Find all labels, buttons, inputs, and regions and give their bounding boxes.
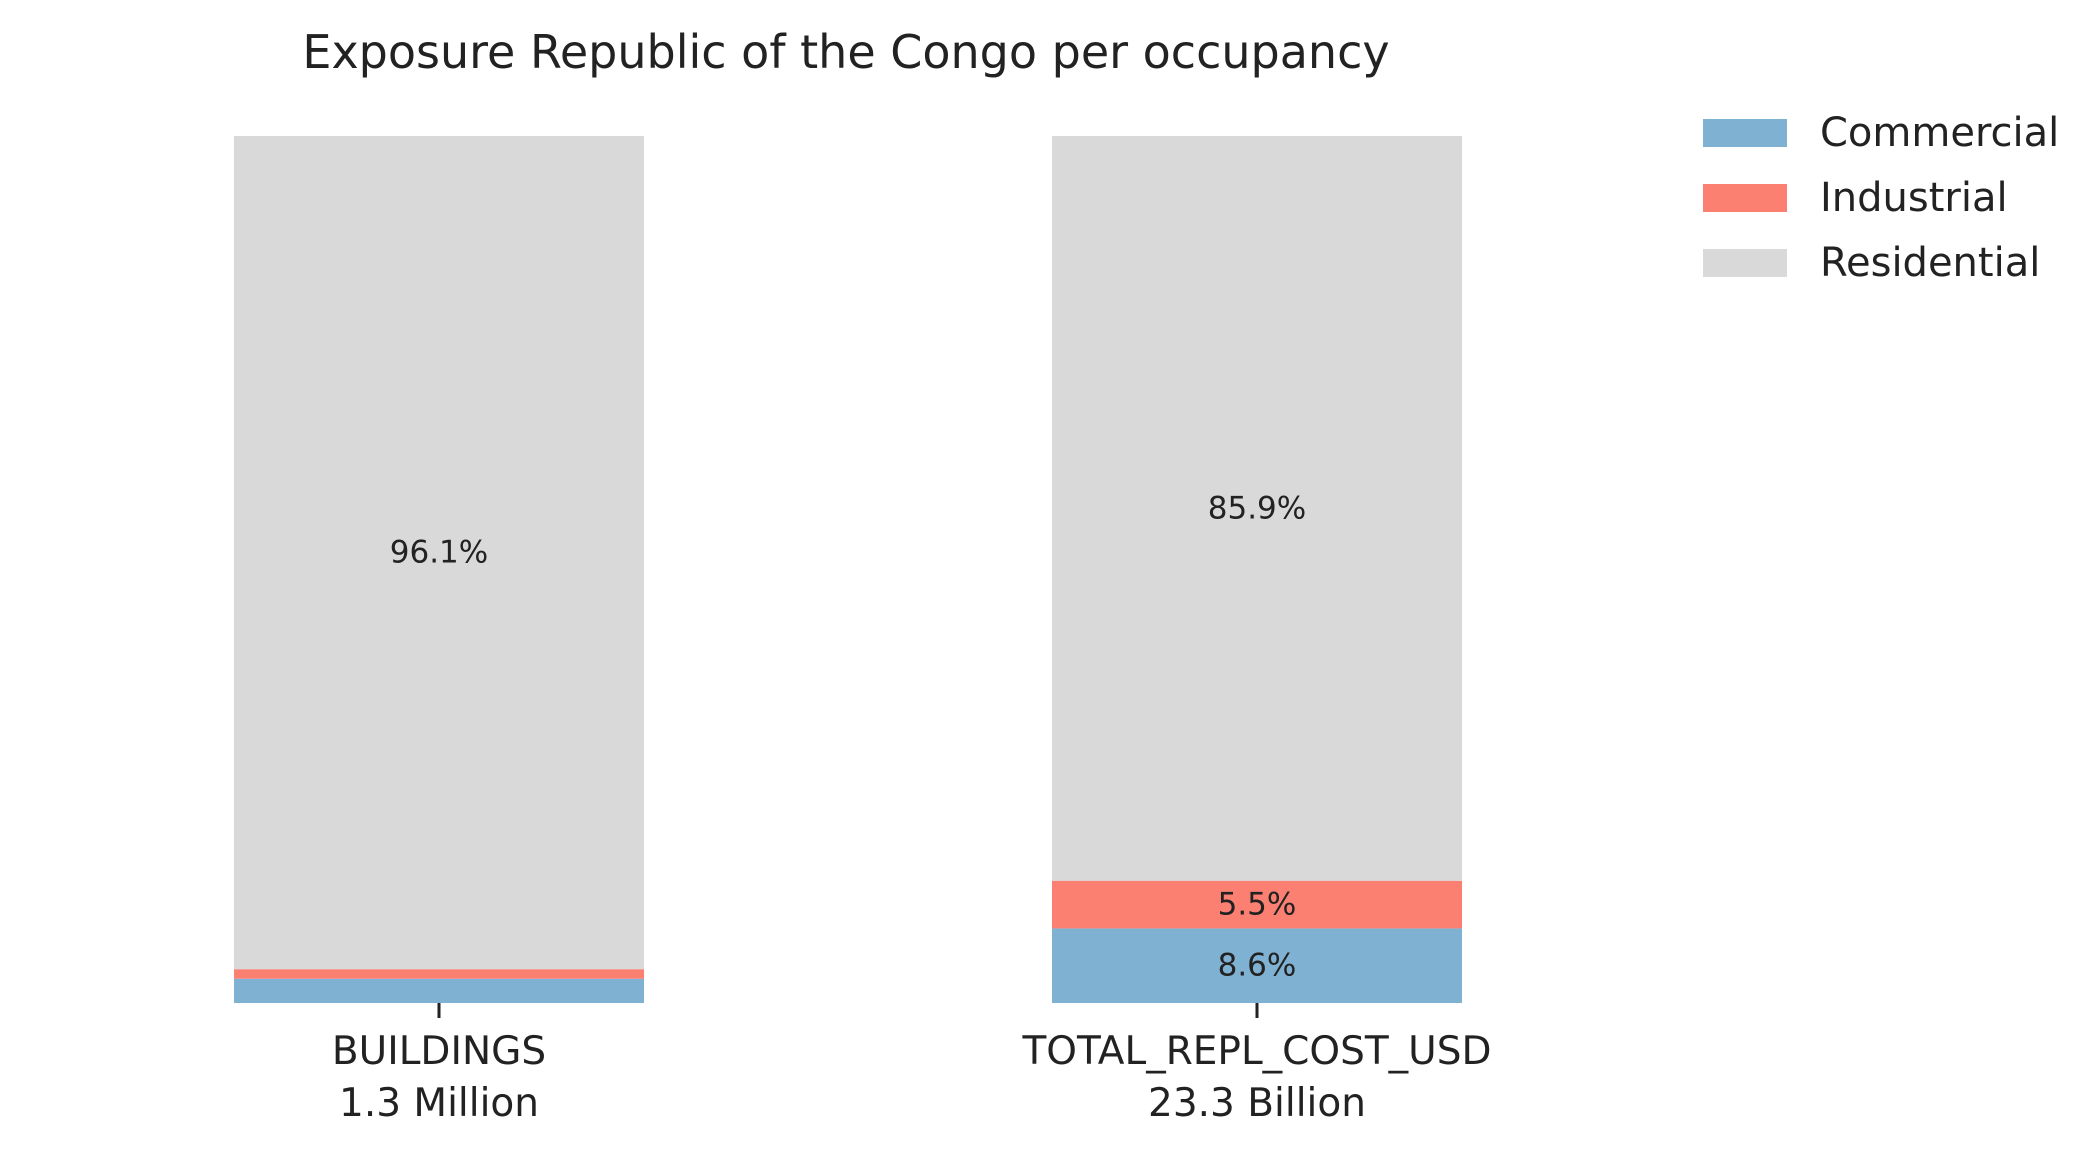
bar-segment-commercial-buildings [234,978,644,1003]
segment-labels-group: 96.1% 8.6% 5.5% 85.9% [390,490,1306,983]
x-tick-total-label: 23.3 Billion [1148,1081,1366,1126]
x-tick-label: TOTAL_REPL_COST_USD [1021,1029,1491,1074]
x-axis: BUILDINGS 1.3 Million TOTAL_REPL_COST_USD 2… [332,1003,1492,1126]
bar-segment-residential-buildings [234,136,644,970]
bars-group [234,136,1462,1003]
legend-swatch-residential [1703,249,1787,277]
bar-segment-commercial-total-repl-cost-usd [1052,928,1462,1003]
bar-segment-residential-total-repl-cost-usd [1052,136,1462,881]
x-tick-label: BUILDINGS [332,1029,546,1074]
legend-swatch-industrial [1703,184,1787,212]
x-tick-total-label: 1.3 Million [339,1081,539,1126]
data-label-residential-buildings: 96.1% [390,535,488,571]
legend-label-residential: Residential [1820,240,2040,286]
data-label-residential-total-repl-cost-usd: 85.9% [1208,490,1306,526]
bar-segment-industrial-total-repl-cost-usd [1052,880,1462,929]
chart-title: Exposure Republic of the Congo per occup… [302,25,1389,79]
bar-segment-industrial-buildings [234,969,644,979]
legend-label-industrial: Industrial [1820,175,2008,221]
legend-swatch-commercial [1703,119,1787,147]
data-label-industrial-total-repl-cost-usd: 5.5% [1218,887,1297,923]
legend-label-commercial: Commercial [1820,110,2059,156]
legend: Commercial Industrial Residential [1703,110,2059,286]
data-label-commercial-total-repl-cost-usd: 8.6% [1218,948,1297,984]
